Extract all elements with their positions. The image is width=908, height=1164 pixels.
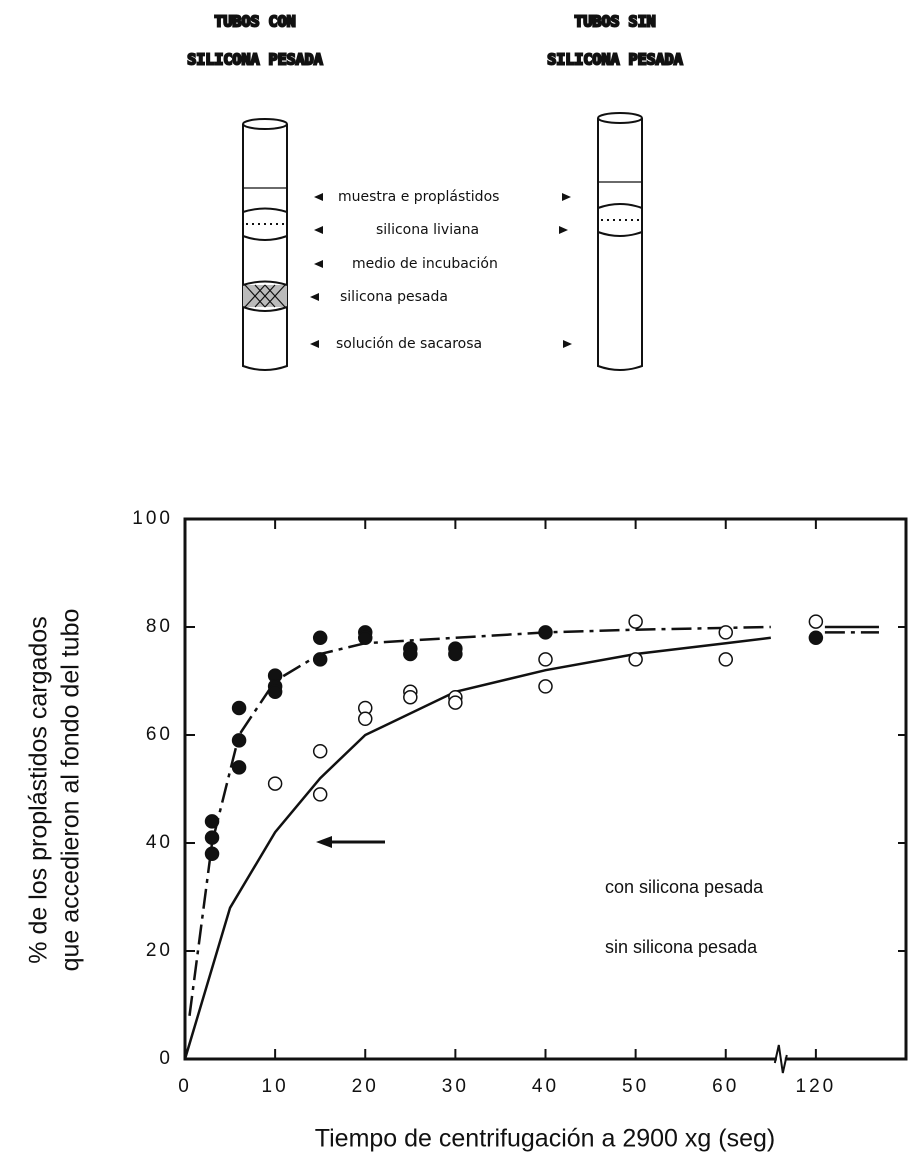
plot-frame <box>183 517 908 1061</box>
data-point <box>231 700 247 716</box>
x-tick-label: 0 <box>178 1076 192 1097</box>
data-point <box>267 776 283 791</box>
data-point <box>403 646 418 662</box>
diagram-title: TUBOS CON <box>214 13 295 31</box>
x-tick-label: 50 <box>622 1076 649 1097</box>
data-point <box>358 711 373 727</box>
data-point <box>312 652 328 667</box>
fit-curve <box>183 625 879 1060</box>
data-point <box>628 652 643 667</box>
tube-top <box>597 112 643 124</box>
x-tick-label: 60 <box>712 1076 739 1097</box>
tube-top <box>242 118 288 130</box>
data-point <box>204 830 220 845</box>
pointers <box>310 193 572 348</box>
tube <box>597 118 643 371</box>
layer-label: silicona pesada <box>340 289 448 305</box>
layer-label: solución de sacarosa <box>336 336 482 352</box>
meniscus <box>242 235 288 241</box>
hatch <box>244 284 286 308</box>
axis-break <box>773 1044 788 1074</box>
data-point <box>718 625 733 640</box>
x-tick-label: 20 <box>352 1076 379 1097</box>
y-tick-label: 20 <box>146 940 173 961</box>
diagram: TUBOS CON SILICONA PESADA TUBOS SIN SILI… <box>186 12 684 371</box>
tube <box>242 124 288 371</box>
diagram-title: SILICONA PESADA <box>547 51 682 69</box>
data-point <box>358 630 373 646</box>
data-point <box>267 684 283 700</box>
y-tick-label: 40 <box>146 832 173 853</box>
y-tick-label: 60 <box>146 724 173 745</box>
data-point <box>204 846 220 862</box>
x-tick-label: 120 <box>796 1076 837 1097</box>
data-point <box>718 652 733 667</box>
meniscus <box>242 207 288 213</box>
layer-label: silicona liviana <box>376 222 479 238</box>
data-point <box>808 614 824 629</box>
arrow <box>316 836 385 848</box>
data-point <box>231 733 247 748</box>
x-tick-label: 30 <box>442 1076 469 1097</box>
meniscus <box>242 306 288 312</box>
y-tick-label: 100 <box>132 508 173 529</box>
y-tick-label: 0 <box>159 1048 173 1069</box>
layer-label: medio de incubación <box>352 256 498 272</box>
data-point <box>448 646 463 662</box>
data-point <box>538 652 553 667</box>
x-axis-label: Tiempo de centrifugación a 2900 xg (seg) <box>315 1125 775 1153</box>
fit-curve <box>188 625 879 1016</box>
data-point <box>538 679 553 694</box>
layer-label: muestra e proplástidos <box>338 189 499 205</box>
x-tick-label: 10 <box>262 1076 289 1097</box>
meniscus <box>597 203 643 209</box>
data-point <box>628 614 643 629</box>
data-point <box>231 760 247 775</box>
y-axis-label: que accedieron al fondo del tubo <box>57 609 85 972</box>
x-tick-label: 40 <box>532 1076 559 1097</box>
diagram-title: SILICONA PESADA <box>187 51 322 69</box>
data-point <box>538 625 553 640</box>
data-point <box>448 695 463 710</box>
data-point <box>312 787 328 802</box>
diagram-title: TUBOS SIN <box>574 13 655 31</box>
data-point <box>312 743 328 759</box>
data-point <box>403 689 418 705</box>
data-point <box>808 630 824 646</box>
data-point <box>312 630 328 646</box>
legend-label: sin silicona pesada <box>605 937 758 957</box>
meniscus <box>242 280 288 286</box>
y-tick-label: 80 <box>146 616 173 637</box>
chart: % de los proplástidos cargados que acced… <box>25 508 908 1153</box>
y-axis-label: % de los proplástidos cargados <box>25 616 53 963</box>
data-point <box>204 814 220 829</box>
meniscus <box>597 231 643 237</box>
legend-label: con silicona pesada <box>605 877 764 897</box>
